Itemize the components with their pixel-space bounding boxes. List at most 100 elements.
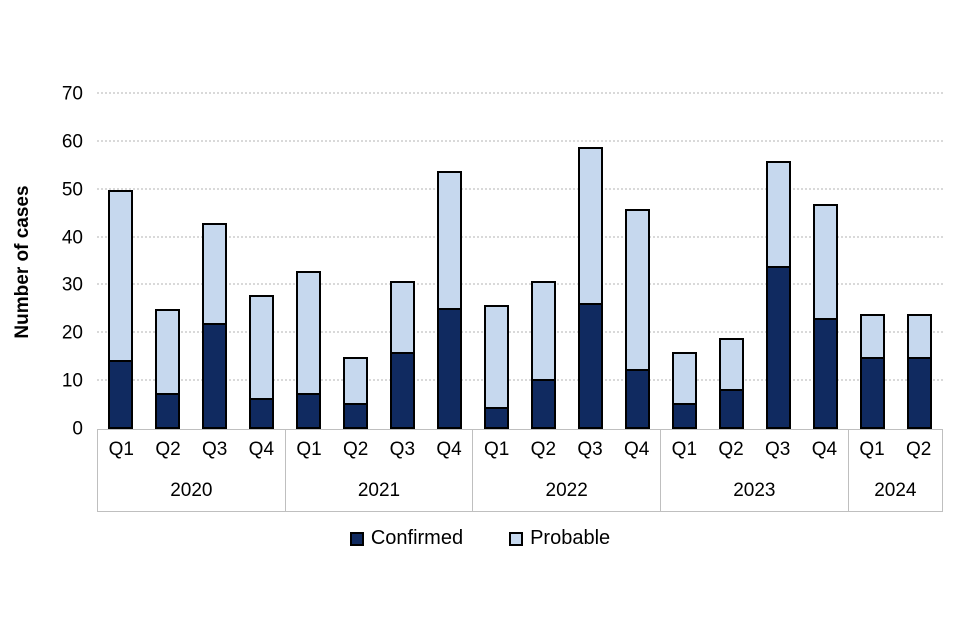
stacked-bar	[671, 352, 698, 429]
quarter-row: Q1 Q2 Q3 Q4	[286, 430, 473, 471]
bar-slot	[191, 94, 238, 429]
bar-slot	[285, 94, 332, 429]
bar-segment-confirmed	[861, 356, 884, 427]
gridline-40	[97, 235, 943, 238]
quarter-label: Q4	[436, 439, 462, 461]
y-tick-label-50: 50	[61, 179, 83, 201]
quarter-label: Q3	[389, 439, 416, 461]
bar-segment-probable	[814, 206, 837, 318]
bar-slot	[708, 94, 755, 429]
gridline-20	[97, 331, 943, 334]
bar-segment-confirmed	[297, 392, 320, 427]
legend-label-confirmed: Confirmed	[370, 527, 464, 549]
stacked-bar	[248, 295, 275, 429]
y-tick-label-0: 0	[72, 418, 83, 440]
bar-segment-probable	[297, 273, 320, 393]
bar-segment-confirmed	[579, 303, 602, 427]
quarter-row: Q1 Q2 Q3 Q4	[473, 430, 660, 471]
bar-segment-confirmed	[344, 403, 367, 427]
gridline-30	[97, 283, 943, 286]
quarter-label: Q4	[248, 439, 275, 461]
bar-segment-confirmed	[673, 402, 696, 427]
year-group-2022: Q1 Q2 Q3 Q4 2022	[472, 430, 660, 511]
quarter-label: Q3	[577, 439, 603, 461]
bar-slot	[661, 94, 708, 429]
year-label: 2021	[357, 479, 401, 501]
stacked-bar	[765, 161, 792, 429]
bar-segment-probable	[203, 225, 226, 323]
bar-segment-confirmed	[203, 322, 226, 427]
bar-slot	[332, 94, 379, 429]
quarter-label: Q2	[718, 439, 744, 461]
bar-segment-probable	[720, 340, 743, 390]
stacked-bar	[624, 208, 651, 429]
stacked-bar	[577, 146, 604, 429]
bar-segment-probable	[626, 210, 649, 370]
bar-segment-confirmed	[109, 359, 132, 427]
gridline-50	[97, 187, 943, 190]
y-tick-label-20: 20	[61, 322, 83, 344]
stacked-bar	[859, 314, 886, 429]
plot-area: 0 10 20 30 40 50 60 70	[62, 85, 943, 439]
bar-segment-confirmed	[250, 397, 273, 427]
bar-segment-probable	[485, 306, 508, 407]
y-tick-label-60: 60	[61, 131, 83, 153]
year-label: 2022	[545, 479, 588, 501]
bar-segment-confirmed	[532, 379, 555, 427]
bar-slot	[896, 94, 943, 429]
bar-segment-confirmed	[485, 406, 508, 427]
quarter-row: Q1 Q2	[849, 430, 942, 471]
y-tick-label-10: 10	[61, 370, 83, 392]
bar-segment-probable	[673, 354, 696, 403]
bar-slot	[144, 94, 191, 429]
quarter-label: Q1	[484, 439, 510, 461]
bar-slot	[849, 94, 896, 429]
stacked-bar	[530, 280, 557, 429]
quarter-row: Q1 Q2 Q3 Q4	[98, 430, 285, 471]
bars-row	[97, 94, 943, 429]
quarter-label: Q4	[624, 439, 650, 461]
quarter-label: Q1	[296, 439, 322, 461]
bar-slot	[567, 94, 614, 429]
bar-slot	[614, 94, 661, 429]
y-axis-title: Number of cases	[12, 185, 33, 339]
bar-segment-confirmed	[626, 369, 649, 427]
bar-segment-confirmed	[814, 317, 837, 427]
stacked-bar	[201, 223, 228, 429]
bar-segment-probable	[156, 311, 179, 394]
quarter-label: Q2	[155, 439, 181, 461]
quarter-row: Q1 Q2 Q3 Q4	[661, 430, 848, 471]
quarter-label: Q2	[343, 439, 369, 461]
bar-segment-probable	[109, 191, 132, 360]
stacked-bar	[154, 309, 181, 429]
stacked-bar	[107, 189, 134, 429]
year-group-2021: Q1 Q2 Q3 Q4 2021	[284, 430, 473, 511]
y-tick-label-40: 40	[61, 227, 83, 249]
quarter-label: Q1	[671, 439, 698, 461]
bar-segment-probable	[579, 148, 602, 304]
bar-segment-probable	[861, 316, 884, 357]
bar-segment-confirmed	[438, 308, 461, 427]
bar-segment-confirmed	[908, 356, 931, 427]
legend-label-probable: Probable	[530, 527, 611, 549]
quarter-label: Q4	[811, 439, 838, 461]
bar-slot	[802, 94, 849, 429]
stacked-bar	[483, 304, 510, 429]
gridline-60	[97, 139, 943, 142]
stacked-bar	[342, 357, 369, 429]
legend-swatch-probable-icon	[509, 531, 524, 546]
quarter-label: Q2	[906, 439, 932, 461]
bar-slot	[520, 94, 567, 429]
bar-slot	[426, 94, 473, 429]
x-axis-band: Q1 Q2 Q3 Q4 2020 Q1 Q2 Q3 Q4 2021 Q1 Q2 Q3 Q4 2022 Q1 Q2…	[97, 429, 943, 512]
bar-segment-confirmed	[391, 351, 414, 427]
bar-segment-probable	[344, 359, 367, 404]
year-group-2024: Q1 Q2 2024	[847, 430, 942, 511]
legend: Confirmed Probable	[0, 527, 960, 550]
legend-item-probable: Probable	[509, 527, 610, 550]
year-label: 2023	[733, 479, 776, 501]
gridline-70	[97, 92, 943, 94]
stacked-bar	[906, 314, 933, 429]
bar-slot	[238, 94, 285, 429]
quarter-label: Q3	[765, 439, 791, 461]
